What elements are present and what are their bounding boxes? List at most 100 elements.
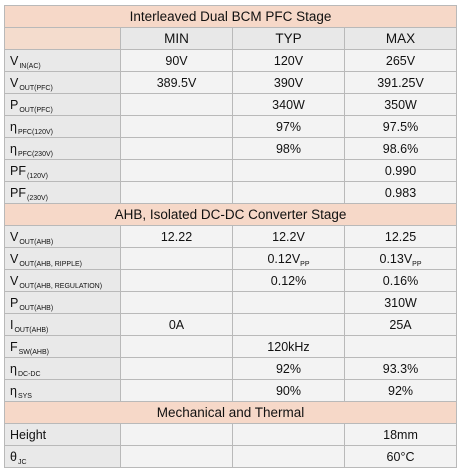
value-typ-subscript: PP xyxy=(300,260,310,268)
value-typ xyxy=(232,181,345,204)
parameter-label: ηPFC(230V) xyxy=(4,137,121,160)
parameter-symbol: F xyxy=(10,339,18,354)
value-min: 389.5V xyxy=(120,71,233,94)
value-max: 25A xyxy=(343,313,458,336)
spec-row: θJC 60°C xyxy=(4,445,458,468)
value-min xyxy=(120,93,233,116)
value-typ-text: 12.2V xyxy=(272,229,305,244)
value-max-subscript: PP xyxy=(412,260,422,268)
value-max-text: 0.990 xyxy=(384,163,417,178)
value-typ: 0.12VPP xyxy=(232,247,345,270)
value-max: 12.25 xyxy=(343,225,458,248)
spec-table: Interleaved Dual BCM PFC Stage MIN TYP MAX V… xyxy=(3,5,458,468)
parameter-subscript: SYS xyxy=(17,392,32,400)
spec-row: PF(230V) 0.983 xyxy=(4,181,458,204)
value-typ-text: 120V xyxy=(273,53,304,68)
value-min xyxy=(120,159,233,182)
value-max-text: 350W xyxy=(384,97,417,112)
value-max-text: 0.983 xyxy=(384,185,417,200)
value-max-text: 0.13V xyxy=(379,251,413,266)
value-typ: 12.2V xyxy=(232,225,345,248)
parameter-symbol: η xyxy=(10,119,17,134)
parameter-subscript: IN(AC) xyxy=(19,62,41,70)
value-typ: 92% xyxy=(232,357,345,380)
parameter-symbol: η xyxy=(10,361,17,376)
parameter-label: PF(230V) xyxy=(4,181,121,204)
value-max: 93.3% xyxy=(343,357,458,380)
column-header: TYP xyxy=(232,27,345,50)
value-typ xyxy=(232,445,345,468)
parameter-subscript: OUT(AHB) xyxy=(14,326,49,334)
value-typ xyxy=(232,423,345,446)
value-max: 18mm xyxy=(343,423,458,446)
parameter-symbol: P xyxy=(10,295,19,310)
parameter-symbol: P xyxy=(10,97,19,112)
value-typ xyxy=(232,291,345,314)
value-min-text: 90V xyxy=(165,53,188,68)
value-min xyxy=(120,269,233,292)
spec-row: PF(120V) 0.990 xyxy=(4,159,458,182)
value-typ-text: 98% xyxy=(275,141,302,156)
value-max-text: 93.3% xyxy=(382,361,419,376)
value-min xyxy=(120,291,233,314)
spec-row: ηPFC(230V) 98% 98.6% xyxy=(4,137,458,160)
value-typ: 340W xyxy=(232,93,345,116)
value-max: 0.16% xyxy=(343,269,458,292)
section-title: Interleaved Dual BCM PFC Stage xyxy=(3,5,458,28)
value-typ-text: 0.12V xyxy=(267,251,301,266)
column-header: MIN xyxy=(120,27,233,50)
value-min: 12.22 xyxy=(120,225,233,248)
parameter-label: ηPFC(120V) xyxy=(4,115,121,138)
value-min xyxy=(120,181,233,204)
parameter-symbol: PF xyxy=(10,185,26,200)
parameter-label: VOUT(AHB, REGULATION) xyxy=(4,269,121,292)
spec-row: FSW(AHB) 120kHz xyxy=(4,335,458,358)
value-min-text: 12.22 xyxy=(160,229,193,244)
parameter-label: VIN(AC) xyxy=(4,49,121,72)
parameter-symbol: θ xyxy=(10,449,17,464)
parameter-subscript: OUT(PFC) xyxy=(19,106,53,114)
section-header-row: Mechanical and Thermal xyxy=(3,401,458,424)
value-max-text: 0.16% xyxy=(382,273,419,288)
parameter-subscript: JC xyxy=(17,458,27,466)
value-max: 98.6% xyxy=(343,137,458,160)
parameter-subscript: (230V) xyxy=(26,194,48,202)
parameter-symbol: V xyxy=(10,229,19,244)
parameter-label: θJC xyxy=(4,445,121,468)
parameter-symbol: η xyxy=(10,141,17,156)
value-max-text: 391.25V xyxy=(377,75,424,90)
value-min xyxy=(120,137,233,160)
spec-row: VOUT(AHB, REGULATION) 0.12% 0.16% xyxy=(4,269,458,292)
value-max-text: 92% xyxy=(388,383,414,398)
value-typ-text: 340W xyxy=(272,97,305,112)
parameter-symbol: η xyxy=(10,383,17,398)
parameter-subscript: DC-DC xyxy=(17,370,41,378)
value-typ xyxy=(232,159,345,182)
value-max-text: 97.5% xyxy=(382,119,419,134)
parameter-label: VOUT(AHB, RIPPLE) xyxy=(4,247,121,270)
parameter-label: ηSYS xyxy=(4,379,121,402)
value-typ: 98% xyxy=(232,137,345,160)
value-max: 265V xyxy=(343,49,458,72)
value-typ: 120kHz xyxy=(232,335,345,358)
spec-row: IOUT(AHB) 0A 25A xyxy=(4,313,458,336)
value-typ: 120V xyxy=(232,49,345,72)
value-min xyxy=(120,247,233,270)
value-max-text: 18mm xyxy=(383,427,418,442)
value-min-text: 0A xyxy=(168,317,185,332)
parameter-symbol: PF xyxy=(10,163,26,178)
value-min xyxy=(120,379,233,402)
value-min xyxy=(120,357,233,380)
parameter-symbol: V xyxy=(10,251,19,266)
value-min xyxy=(120,423,233,446)
spec-row: VOUT(AHB) 12.22 12.2V 12.25 xyxy=(4,225,458,248)
parameter-label: IOUT(AHB) xyxy=(4,313,121,336)
value-max: 0.983 xyxy=(343,181,458,204)
section-header-row: AHB, Isolated DC-DC Converter Stage xyxy=(3,203,458,226)
value-min xyxy=(120,115,233,138)
value-typ: 97% xyxy=(232,115,345,138)
parameter-subscript: PFC(120V) xyxy=(17,128,53,136)
parameter-subscript: OUT(AHB) xyxy=(19,238,54,246)
column-header-row: MIN TYP MAX xyxy=(4,27,458,50)
spec-row: ηDC-DC 92% 93.3% xyxy=(4,357,458,380)
